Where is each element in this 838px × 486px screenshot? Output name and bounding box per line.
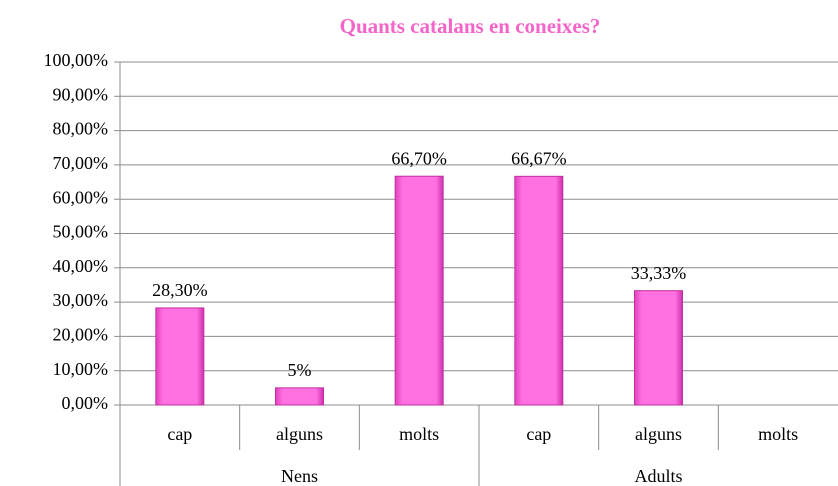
y-tick-label: 30,00% — [53, 290, 109, 310]
y-tick-label: 80,00% — [53, 119, 109, 139]
x-tick-label: molts — [758, 424, 798, 444]
y-tick-label: 100,00% — [44, 50, 109, 70]
group-label: Adults — [634, 466, 682, 486]
y-tick-label: 20,00% — [53, 325, 109, 345]
data-label: 33,33% — [631, 263, 687, 283]
y-tick-label: 10,00% — [53, 359, 109, 379]
y-tick-label: 90,00% — [53, 84, 109, 104]
x-tick-label: cap — [526, 424, 551, 444]
chart-title: Quants catalans en coneixes? — [340, 14, 601, 38]
data-label: 5% — [288, 360, 312, 380]
x-tick-label: molts — [399, 424, 439, 444]
data-label: 66,67% — [511, 148, 567, 168]
data-label: 66,70% — [391, 148, 447, 168]
bar — [514, 175, 564, 406]
y-tick-label: 60,00% — [53, 187, 109, 207]
x-tick-label: alguns — [635, 424, 682, 444]
bar — [275, 387, 324, 406]
x-tick-label: alguns — [276, 424, 323, 444]
y-tick-label: 0,00% — [62, 393, 109, 413]
bar — [634, 290, 683, 406]
bar — [155, 307, 205, 406]
bar — [394, 175, 444, 406]
x-tick-label: cap — [167, 424, 192, 444]
y-tick-label: 70,00% — [53, 153, 109, 173]
group-label: Nens — [281, 466, 318, 486]
data-label: 28,30% — [152, 280, 208, 300]
y-tick-label: 40,00% — [53, 256, 109, 276]
y-tick-label: 50,00% — [53, 222, 109, 242]
